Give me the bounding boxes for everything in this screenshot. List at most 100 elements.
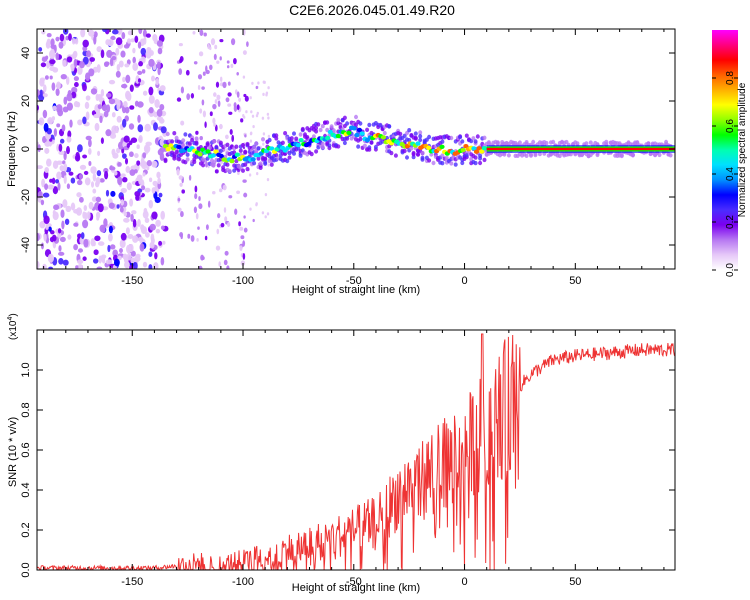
spectrogram-ridge-cell (479, 149, 485, 154)
spectrogram-xtick-label: 0 (461, 275, 467, 287)
spectrogram-cell (219, 38, 224, 43)
spectrogram-xtick-label: -100 (232, 275, 254, 287)
spectrogram-cell (105, 39, 111, 46)
spectrogram-cell (100, 137, 104, 144)
spectrogram-cell (90, 88, 98, 95)
spectrogram-cell (139, 243, 145, 252)
spectrogram-ridge-halo (449, 135, 454, 141)
spectrogram-cell (204, 235, 208, 241)
spectrogram-cell (158, 192, 163, 198)
spectrogram-ridge-cell (354, 132, 360, 138)
spectrogram-cell (111, 125, 118, 134)
spectrogram-cell (132, 235, 139, 243)
spectrogram-ridge-halo (174, 135, 179, 141)
spectrogram-cell (138, 29, 143, 35)
spectrogram-ridge-cell (426, 145, 432, 151)
spectrogram-cell (216, 228, 220, 235)
spectrogram-cell (72, 51, 77, 60)
spectrogram-ridge-cell (197, 152, 203, 157)
spectrogram-cell (58, 245, 62, 252)
spectrogram-ridge-halo (382, 130, 387, 136)
spectrogram-ridge-halo (440, 139, 445, 144)
spectrogram-ridge-halo (473, 139, 478, 144)
spectrogram-noise-layer (37, 29, 271, 269)
spectrogram-cell (89, 57, 96, 62)
spectrogram-ridge-cell (269, 146, 275, 151)
spectrogram-cell (51, 234, 57, 242)
spectrogram-cell (52, 186, 59, 195)
spectrogram-cell (130, 257, 135, 264)
snr-xtick-label: 0 (461, 576, 467, 588)
spectrogram-cell (50, 44, 56, 50)
spectrogram-ridge-halo (283, 131, 288, 136)
spectrogram-cell (267, 116, 270, 120)
spectrogram-ridge-halo (285, 158, 290, 164)
spectrogram-ridge-cell (234, 152, 240, 157)
spectrogram-ridge-halo (411, 152, 416, 157)
spectrogram-cell (150, 75, 156, 82)
spectrogram-ridge-halo (405, 155, 409, 160)
spectrogram-cell (66, 146, 70, 155)
spectrogram-ridge-halo (427, 134, 432, 140)
spectrogram-cell (132, 56, 136, 64)
snr-ytick-label: 0.4 (20, 482, 32, 497)
spectrogram-cell (50, 48, 55, 57)
spectrogram-ridge-cell (439, 144, 445, 149)
spectrogram-cell (181, 189, 185, 194)
spectrogram-cell (115, 37, 123, 46)
spectrogram-cell (40, 242, 45, 250)
spectrogram-cell (148, 86, 154, 96)
spectrogram-ridge-halo (440, 153, 445, 158)
spectrogram-cell (142, 152, 147, 159)
spectrogram-cell (222, 81, 227, 89)
spectrogram-ridge-halo (165, 131, 170, 137)
spectrogram-cell (76, 192, 82, 198)
spectrogram-cell (244, 95, 249, 102)
spectrogram-cell (128, 151, 134, 158)
spectrogram-cell (37, 232, 40, 242)
spectrogram-ridge-halo (619, 152, 624, 158)
spectrogram-cell (110, 35, 116, 41)
spectrogram-ridge-halo (245, 166, 250, 172)
spectrogram-ridge-halo (267, 151, 272, 156)
spectrogram-ridge-halo (320, 145, 325, 150)
spectrogram-cell (117, 161, 122, 167)
spectrogram-cell (77, 144, 83, 153)
spectrogram-cell (201, 99, 205, 106)
spectrogram-cell (73, 222, 79, 227)
spectrogram-ridge-cell (351, 126, 357, 131)
spectrogram-ridge-halo (657, 152, 662, 158)
spectrogram-cell (94, 235, 101, 242)
spectrogram-ridge-halo (588, 140, 593, 145)
spectrogram-ridge-halo (243, 162, 248, 167)
spectrogram-cell (249, 96, 252, 100)
spectrogram-cell (162, 240, 166, 245)
spectrogram-cell (119, 239, 126, 249)
spectrogram-ridge-halo (327, 143, 332, 148)
spectrogram-ridge-halo (544, 140, 549, 146)
spectrogram-ytick-label: 0 (20, 146, 32, 152)
spectrogram-cell (223, 259, 228, 266)
spectrogram-cell (123, 217, 130, 223)
spectrogram-cell (42, 192, 50, 198)
spectrogram-cell (73, 100, 79, 108)
spectrogram-ridge-cell (306, 141, 312, 146)
snr-multiplier: (x104) (7, 313, 19, 340)
spectrogram-cell (109, 133, 117, 139)
spectrogram-cell (42, 93, 48, 98)
spectrogram-cell (115, 70, 121, 78)
spectrogram-cell (79, 164, 87, 170)
spectrogram-ridge-halo (318, 127, 323, 133)
spectrogram-cell (193, 206, 198, 214)
spectrogram-cell (117, 255, 122, 261)
spectrogram-ridge-halo (418, 130, 423, 135)
spectrogram-cell (70, 177, 76, 184)
spectrogram-ridge-halo (234, 159, 239, 164)
spectrogram-cell (127, 234, 134, 239)
spectrogram-cell (100, 226, 106, 233)
spectrogram-cell (63, 175, 67, 184)
spectrogram-ridge-halo (354, 114, 358, 120)
spectrogram-cell (49, 66, 56, 72)
spectrogram-ridge-halo (194, 140, 199, 145)
spectrogram-cell (126, 244, 132, 254)
